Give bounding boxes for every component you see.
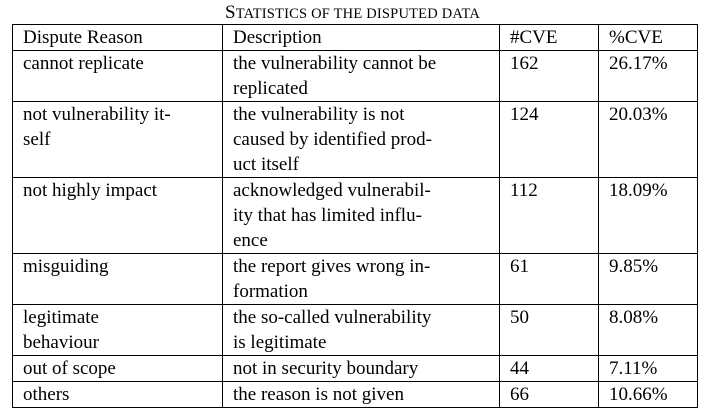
reason-line: not highly impact	[23, 180, 158, 201]
description-line: acknowledged vulnerabil-	[233, 180, 431, 201]
header-cve-percent: %CVE	[598, 24, 698, 51]
cell-cve-percent: 8.08%	[598, 304, 698, 356]
cell-description: the report gives wrong in-formation	[222, 253, 500, 305]
cell-description: the vulnerability is not caused by identi…	[222, 101, 500, 178]
cell-cve-count: 61	[499, 253, 599, 305]
table-row: cannot replicate the vulnerability cannot…	[12, 50, 698, 102]
description-line: the so-called vulnerability	[233, 307, 432, 328]
cell-cve-percent: 18.09%	[598, 177, 698, 254]
cell-description: acknowledged vulnerabil-ity that has lim…	[222, 177, 500, 254]
description-line: not in security boundary	[233, 358, 419, 379]
description-line: ity that has limited influ-	[233, 205, 422, 226]
description-line: caused by identified prod-	[233, 129, 432, 150]
description-line: the report gives wrong in-	[233, 256, 431, 277]
description-line: the reason is not given	[233, 384, 404, 405]
cell-cve-count: 124	[499, 101, 599, 178]
reason-line: out of scope	[23, 358, 116, 379]
cell-description: the vulnerability cannot be replicated	[222, 50, 500, 102]
header-description: Description	[222, 24, 500, 51]
caption-initial: S	[224, 2, 236, 23]
cell-dispute-reason: not highly impact	[12, 177, 223, 254]
reason-line: self	[23, 129, 51, 150]
reason-line: others	[23, 384, 70, 405]
cell-dispute-reason: legitimate behaviour	[12, 304, 223, 356]
reason-line: not vulnerability it-	[23, 104, 171, 125]
header-row: Dispute Reason Description #CVE %CVE	[12, 24, 698, 51]
reason-line: behaviour	[23, 332, 99, 353]
table-row: misguiding the report gives wrong in-form…	[12, 253, 698, 305]
caption-rest: TATISTICS OF THE DISPUTED DATA	[235, 6, 481, 22]
cell-cve-count: 112	[499, 177, 599, 254]
cell-description: the so-called vulnerability is legitimate	[222, 304, 500, 356]
cell-dispute-reason: cannot replicate	[12, 50, 223, 102]
cell-cve-percent: 7.11%	[598, 355, 698, 382]
table-row: out of scope not in security boundary 44 7.…	[12, 355, 698, 382]
reason-line: cannot replicate	[23, 53, 144, 74]
cell-cve-count: 44	[499, 355, 599, 382]
table-row: not highly impact acknowledged vulnerabil…	[12, 177, 698, 254]
description-line: formation	[233, 281, 308, 302]
header-dispute-reason: Dispute Reason	[12, 24, 223, 51]
cell-cve-count: 162	[499, 50, 599, 102]
description-line: the vulnerability is not	[233, 104, 405, 125]
description-line: the vulnerability cannot be	[233, 53, 437, 74]
cell-dispute-reason: misguiding	[12, 253, 223, 305]
cell-description: the reason is not given	[222, 381, 500, 408]
description-line: replicated	[233, 78, 308, 99]
table-row: not vulnerability it-self the vulnerabili…	[12, 101, 698, 178]
reason-line: legitimate	[23, 307, 99, 328]
table-row: others the reason is not given 66 10.66%	[12, 381, 698, 408]
cell-cve-percent: 9.85%	[598, 253, 698, 305]
table-caption: STATISTICS OF THE DISPUTED DATA	[0, 2, 705, 25]
table-body: cannot replicate the vulnerability cannot…	[12, 50, 698, 408]
header-cve-count: #CVE	[499, 24, 599, 51]
cell-description: not in security boundary	[222, 355, 500, 382]
table-row: legitimate behaviour the so-called vulnera…	[12, 304, 698, 356]
cell-cve-percent: 26.17%	[598, 50, 698, 102]
disputed-data-table: Dispute Reason Description #CVE %CVE can…	[12, 24, 698, 408]
description-line: is legitimate	[233, 332, 327, 353]
cell-dispute-reason: others	[12, 381, 223, 408]
description-line: uct itself	[233, 154, 299, 175]
cell-dispute-reason: not vulnerability it-self	[12, 101, 223, 178]
cell-cve-percent: 10.66%	[598, 381, 698, 408]
cell-cve-percent: 20.03%	[598, 101, 698, 178]
cell-dispute-reason: out of scope	[12, 355, 223, 382]
description-line: ence	[233, 230, 268, 251]
cell-cve-count: 66	[499, 381, 599, 408]
cell-cve-count: 50	[499, 304, 599, 356]
reason-line: misguiding	[23, 256, 109, 277]
